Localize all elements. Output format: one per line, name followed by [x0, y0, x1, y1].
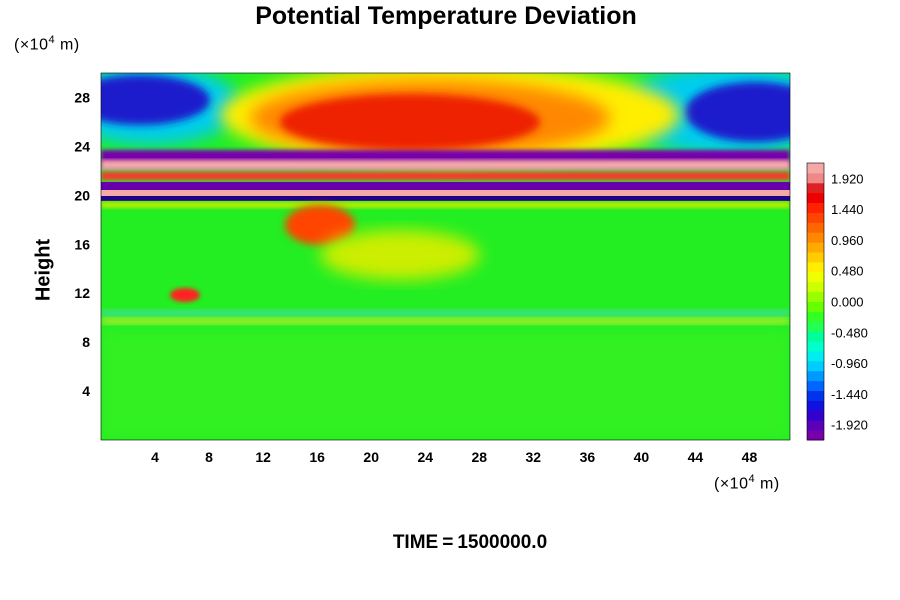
- y-tick-label: 20: [74, 187, 90, 203]
- x-unit-prefix: (×10: [714, 475, 749, 493]
- low-warm-spot: [170, 288, 200, 302]
- upper-left-cold-core: [101, 75, 210, 125]
- colorbar-swatch: [807, 350, 824, 362]
- colorbar-swatch: [807, 380, 824, 392]
- colorbar-swatch: [807, 212, 824, 223]
- colorbar-swatch: [807, 341, 824, 352]
- colorbar-swatch: [807, 261, 824, 273]
- x-tick-label: 20: [363, 449, 379, 465]
- colorbar-swatch: [807, 222, 824, 233]
- y-unit-suffix: m): [55, 36, 80, 54]
- x-tick-label: 40: [634, 449, 650, 465]
- x-tick-label: 8: [205, 449, 213, 465]
- x-tick-label: 16: [309, 449, 325, 465]
- lower-band: [101, 330, 790, 440]
- colorbar-swatch: [807, 163, 824, 174]
- upper-warm-core: [280, 94, 540, 150]
- purple-layer: [101, 182, 790, 190]
- y-tick-label: 28: [74, 89, 90, 105]
- colorbar-swatch: [807, 400, 824, 411]
- y-unit-exponent: 4: [48, 34, 56, 46]
- colorbar-swatch: [807, 192, 824, 204]
- pink-layer-2: [101, 172, 790, 180]
- x-tick-label: 36: [580, 449, 596, 465]
- time-label: TIME = 1500000.0: [0, 532, 900, 554]
- lower-yellow-streak: [101, 318, 790, 324]
- y-tick-label: 4: [82, 383, 90, 399]
- pink-layer-1: [101, 160, 790, 170]
- colorbar-swatch: [807, 420, 824, 431]
- colorbar-tick-label: -1.440: [831, 387, 868, 402]
- colorbar-swatch: [807, 281, 824, 293]
- upper-right-cold-core: [685, 82, 790, 142]
- colorbar-tick-label: -0.960: [831, 356, 868, 371]
- heatmap-field: [101, 73, 790, 440]
- x-axis-unit: (×104 m): [714, 473, 780, 493]
- colorbar-tick-label: -0.480: [831, 325, 868, 340]
- mid-yellow-patch: [320, 230, 480, 280]
- colorbar: [806, 162, 825, 441]
- colorbar-swatch: [807, 370, 824, 382]
- y-tick-label: 8: [82, 334, 90, 350]
- colorbar-tick-label: 0.000: [831, 295, 864, 310]
- y-axis-unit: (×104 m): [14, 34, 80, 54]
- colorbar-swatch: [807, 242, 824, 253]
- colorbar-swatch: [807, 430, 824, 441]
- colorbar-swatch: [807, 291, 824, 302]
- mid-warm-patch: [285, 205, 355, 245]
- colorbar-swatch: [807, 321, 824, 332]
- x-tick-label: 4: [151, 449, 159, 465]
- colorbar-swatch: [807, 311, 824, 322]
- y-tick-label: 12: [74, 285, 90, 301]
- pink-layer-3: [101, 190, 790, 196]
- colorbar-swatch: [807, 360, 824, 372]
- time-equals: =: [442, 532, 454, 553]
- colorbar-swatch: [807, 182, 824, 194]
- x-tick-label: 24: [417, 449, 433, 465]
- yellow-layer: [101, 202, 790, 208]
- colorbar-tick-label: 0.480: [831, 264, 864, 279]
- colorbar-swatch: [807, 232, 824, 243]
- x-tick-label: 32: [526, 449, 542, 465]
- colorbar-tick-label: 1.440: [831, 202, 864, 217]
- colorbar-tick-label: 1.920: [831, 171, 864, 186]
- y-axis-ticks: 4 8 12 16 20 24 28: [74, 89, 90, 399]
- colorbar-swatch: [807, 301, 824, 312]
- y-unit-prefix: (×10: [14, 36, 49, 54]
- x-tick-label: 44: [688, 449, 704, 465]
- y-tick-label: 24: [74, 138, 90, 154]
- x-unit-suffix: m): [755, 475, 780, 493]
- y-tick-label: 16: [74, 236, 90, 252]
- x-tick-label: 48: [742, 449, 758, 465]
- colorbar-swatch: [807, 172, 824, 184]
- x-tick-label: 28: [471, 449, 487, 465]
- chart-title: Potential Temperature Deviation: [255, 2, 637, 30]
- x-tick-label: 12: [255, 449, 271, 465]
- x-axis-ticks: 4 8 12 16 20 24 28 32 36 40 44 48: [151, 449, 757, 465]
- time-label-text: TIME: [392, 532, 439, 553]
- colorbar-swatch: [807, 390, 824, 401]
- time-value: 1500000.0: [457, 532, 548, 553]
- dark-layer: [101, 196, 790, 201]
- colorbar-frame: [806, 162, 825, 441]
- colorbar-swatch: [807, 271, 824, 283]
- colorbar-swatch: [807, 331, 824, 342]
- colorbar-tick-label: 0.960: [831, 233, 864, 248]
- colorbar-swatch: [807, 202, 824, 213]
- plot-frame: [100, 72, 791, 441]
- colorbar-swatch: [807, 252, 824, 263]
- colorbar-tick-label: -1.920: [831, 418, 868, 433]
- x-unit-exponent: 4: [748, 473, 756, 485]
- colorbar-ticks: 1.920 1.440 0.960 0.480 0.000 -0.480 -0.960 -1.…: [831, 171, 868, 432]
- colorbar-swatch: [807, 410, 824, 421]
- mid-cold-streak: [101, 310, 790, 316]
